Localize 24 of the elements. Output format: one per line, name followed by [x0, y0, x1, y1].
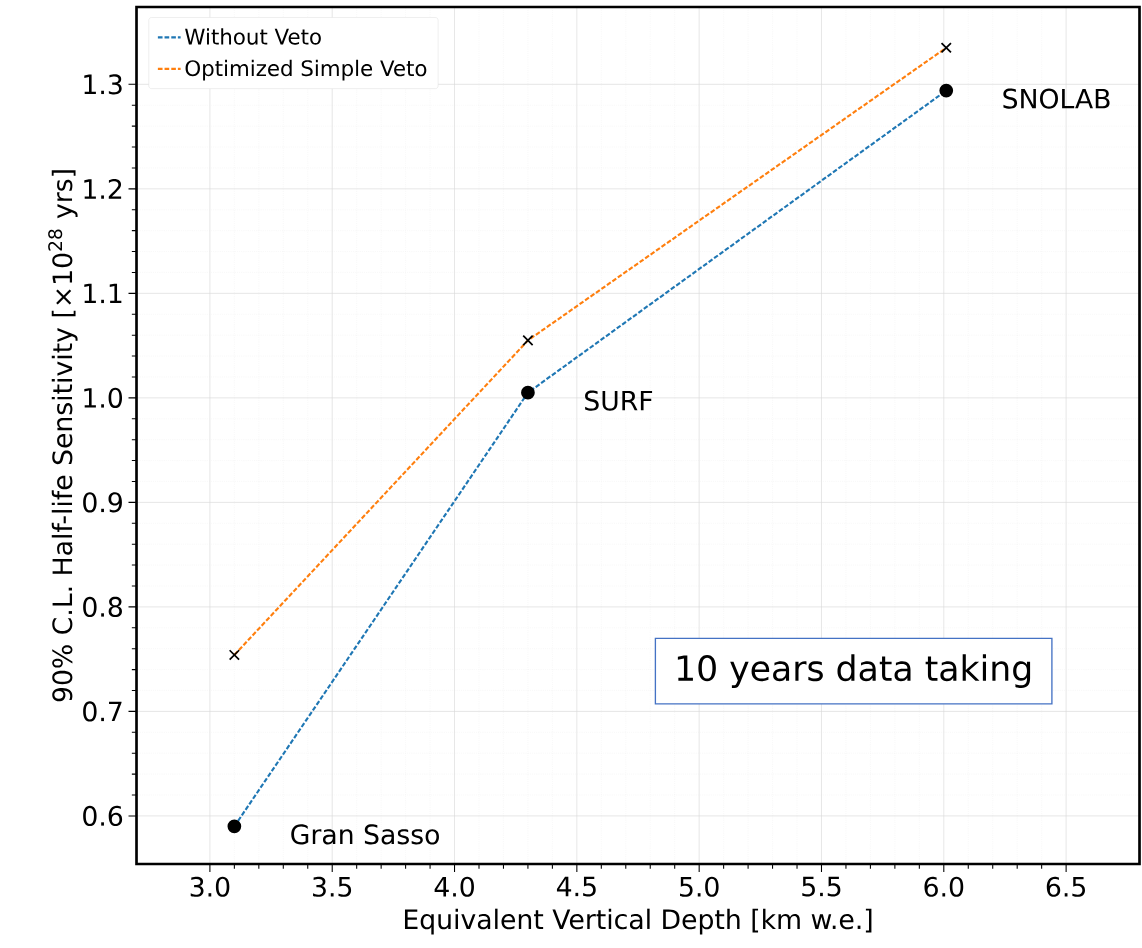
legend-label: Without Veto — [185, 28, 321, 45]
y-axis-title: 90% C.L. Half-life Sensitivity [×10$^{28}$ yrs] — [48, 170, 78, 702]
y-tick-label: 1.3 — [84, 74, 122, 95]
legend-label: Optimized Simple Veto — [185, 59, 427, 81]
annotation: SURF — [585, 390, 653, 411]
annotation: 10 years data taking — [677, 654, 1031, 688]
y-tick-label: 0.6 — [83, 805, 123, 826]
x-tick-label: 5.5 — [802, 876, 841, 897]
x-axis-title: Equivalent Vertical Depth [km w.e.] — [404, 908, 872, 935]
x-tick-label: 3.5 — [313, 876, 352, 897]
x-tick-label: 6.5 — [1046, 876, 1085, 897]
annotation: SNOLAB — [1003, 88, 1110, 109]
x-tick-label: 5.0 — [680, 876, 719, 897]
y-tick-label: 0.7 — [83, 701, 122, 722]
y-tick-label: 1.1 — [84, 283, 122, 304]
y-tick-label: 0.8 — [83, 596, 122, 617]
x-tick-label: 6.0 — [924, 876, 964, 897]
annotation: Gran Sasso — [291, 824, 439, 845]
y-tick-label: 1.0 — [84, 387, 123, 408]
y-tick-label: 0.9 — [83, 492, 122, 513]
x-tick-label: 3.0 — [190, 876, 230, 897]
x-tick-label: 4.0 — [434, 876, 474, 897]
x-tick-label: 4.5 — [556, 876, 596, 897]
y-tick-label: 1.2 — [84, 178, 122, 199]
